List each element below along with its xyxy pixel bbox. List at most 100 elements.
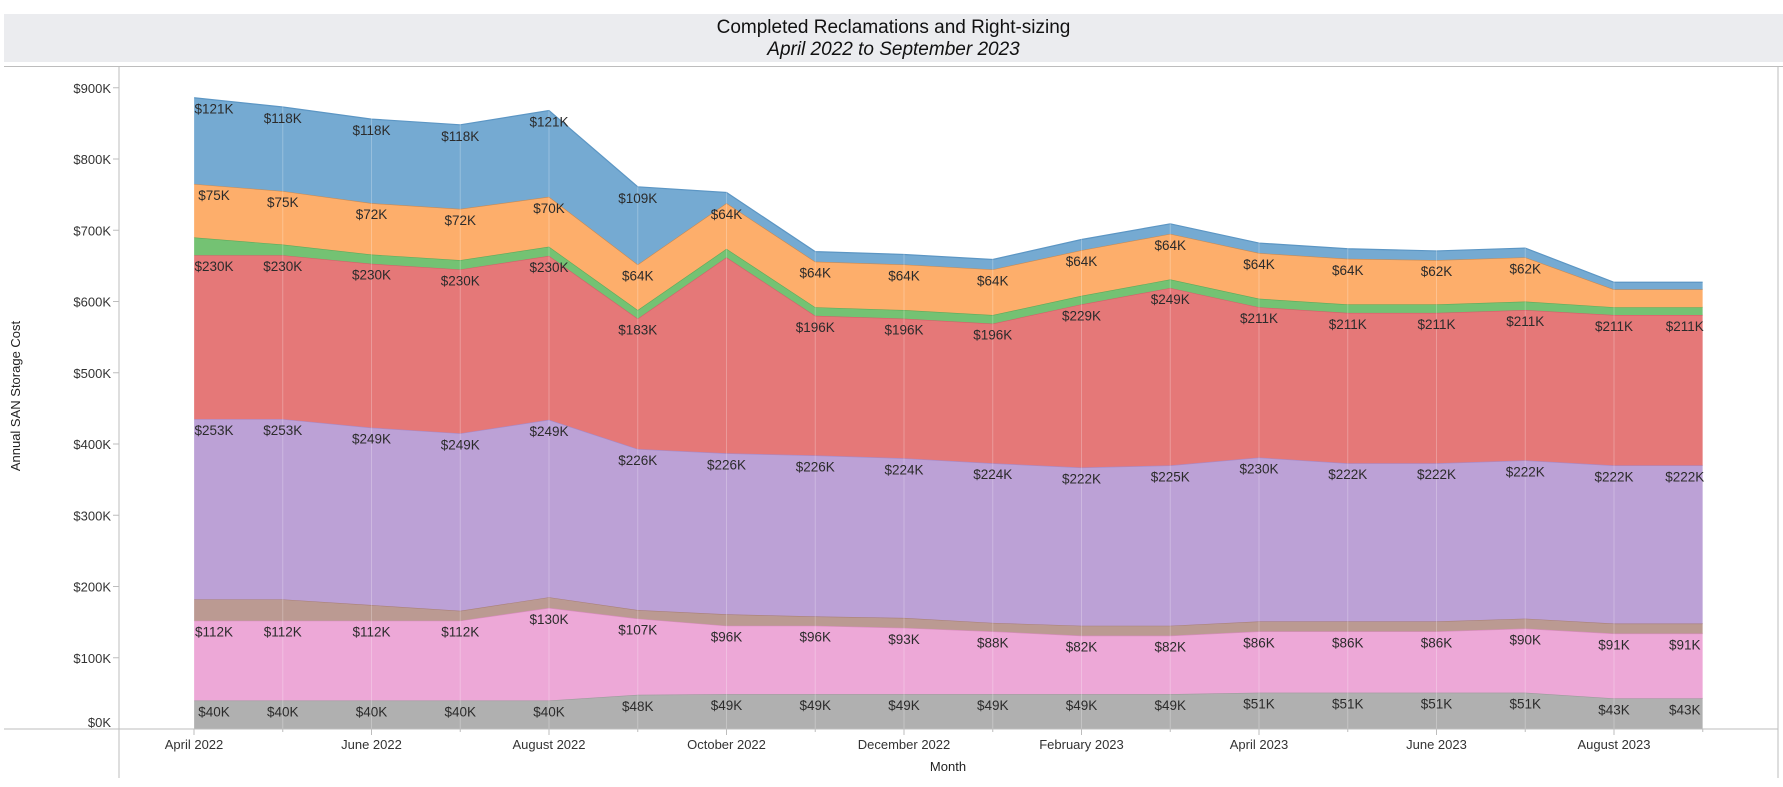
data-label: $62K xyxy=(1509,261,1541,276)
data-label: $64K xyxy=(1154,238,1186,253)
x-tick-label: December 2022 xyxy=(858,737,951,752)
data-label: $222K xyxy=(1062,472,1101,487)
y-tick-label: $0K xyxy=(88,715,111,730)
data-label: $49K xyxy=(799,698,831,713)
area-edge-series-8 xyxy=(193,97,1703,283)
data-label: $72K xyxy=(444,213,476,228)
data-label: $82K xyxy=(1154,640,1186,655)
data-label: $112K xyxy=(352,625,390,640)
x-tick-label: February 2023 xyxy=(1039,737,1124,752)
chart-title: Completed Reclamations and Right-sizing xyxy=(716,17,1071,38)
data-label: $118K xyxy=(264,111,302,126)
data-label: $249K xyxy=(529,424,568,439)
data-label: $230K xyxy=(1239,462,1278,477)
data-label: $40K xyxy=(356,705,388,720)
chart-title-band: Completed Reclamations and Right-sizing … xyxy=(4,14,1783,62)
data-label: $121K xyxy=(194,102,233,117)
axes xyxy=(4,67,1779,778)
data-label: $86K xyxy=(1421,635,1453,650)
area-series-4 xyxy=(194,419,1703,626)
data-label: $49K xyxy=(1066,698,1098,713)
data-label: $211K xyxy=(1329,317,1367,332)
data-label: $40K xyxy=(198,705,230,720)
data-label: $118K xyxy=(352,123,390,138)
area-series-3 xyxy=(194,597,1703,636)
data-label: $64K xyxy=(1332,263,1364,278)
data-label: $96K xyxy=(799,630,831,645)
data-labels: $40K $40K $40K $40K $40K $48K $49K $49K $49K $49K… xyxy=(194,102,1704,720)
chart-subtitle: April 2022 to September 2023 xyxy=(767,39,1020,60)
areas xyxy=(193,67,1704,729)
data-label: $196K xyxy=(796,320,835,335)
x-tick-label: June 2022 xyxy=(341,737,402,752)
data-label: $62K xyxy=(1421,264,1453,279)
area-edge-series-7 xyxy=(193,183,1703,290)
data-label: $109K xyxy=(618,191,657,206)
data-label: $211K xyxy=(1417,317,1455,332)
data-label: $86K xyxy=(1332,635,1364,650)
data-label: $230K xyxy=(441,273,480,288)
data-label: $82K xyxy=(1066,640,1098,655)
area-series-8 xyxy=(194,97,1703,290)
title-separator xyxy=(4,66,1783,67)
data-label: $40K xyxy=(267,705,299,720)
x-tick-label: June 2023 xyxy=(1406,737,1467,752)
data-label: $196K xyxy=(884,323,923,338)
data-label: $64K xyxy=(1243,257,1275,272)
data-label: $249K xyxy=(352,432,391,447)
data-label: $226K xyxy=(618,453,657,468)
data-label: $72K xyxy=(356,207,388,222)
area-series-7 xyxy=(194,183,1703,316)
data-label: $249K xyxy=(1151,292,1190,307)
data-label: $226K xyxy=(796,459,835,474)
data-label: $222K xyxy=(1417,467,1456,482)
data-label: $40K xyxy=(533,705,565,720)
data-label: $51K xyxy=(1243,697,1275,712)
data-label: $64K xyxy=(1066,254,1098,269)
x-tick-label: April 2023 xyxy=(1230,737,1289,752)
data-label: $112K xyxy=(264,625,302,640)
data-label: $88K xyxy=(977,635,1009,650)
data-label: $211K xyxy=(1240,311,1278,326)
area-series-2 xyxy=(194,607,1703,701)
data-label: $49K xyxy=(711,698,743,713)
y-tick-label: $900K xyxy=(73,81,111,96)
data-label: $253K xyxy=(194,423,233,438)
data-label: $112K xyxy=(441,625,479,640)
x-tick-label: October 2022 xyxy=(687,737,766,752)
data-label: $51K xyxy=(1332,697,1364,712)
y-ticks: $0K $100K $200K $300K $400K $500K $600K $700K $8… xyxy=(73,81,119,730)
data-label: $230K xyxy=(529,260,568,275)
data-label: $96K xyxy=(711,630,743,645)
data-label: $211K xyxy=(1506,314,1544,329)
data-label: $64K xyxy=(622,268,654,283)
data-label: $86K xyxy=(1243,635,1275,650)
x-tick-label: April 2022 xyxy=(165,737,224,752)
area-series-1 xyxy=(194,692,1703,729)
data-label: $112K xyxy=(195,625,233,640)
y-tick-label: $200K xyxy=(73,580,111,595)
data-label: $75K xyxy=(198,188,230,203)
y-tick-label: $600K xyxy=(73,295,111,310)
x-tick-label: August 2023 xyxy=(1577,737,1650,752)
x-axis-title: Month xyxy=(930,759,966,774)
data-label: $40K xyxy=(444,705,476,720)
data-label: $49K xyxy=(977,698,1009,713)
data-label: $90K xyxy=(1509,633,1541,648)
data-label: $229K xyxy=(1062,308,1101,323)
data-label: $93K xyxy=(888,632,920,647)
data-label: $222K xyxy=(1594,469,1633,484)
data-label: $43K xyxy=(1598,702,1630,717)
y-tick-label: $100K xyxy=(73,651,111,666)
data-label: $130K xyxy=(529,612,568,627)
data-label: $224K xyxy=(973,467,1012,482)
data-label: $196K xyxy=(973,328,1012,343)
x-ticks: April 2022 June 2022 August 2022 October 20… xyxy=(165,729,1704,752)
y-axis-title: Annual SAN Storage Cost xyxy=(8,320,23,471)
data-label: $230K xyxy=(352,268,391,283)
data-label: $222K xyxy=(1665,469,1704,484)
area-series-5 xyxy=(194,255,1703,468)
data-label: $49K xyxy=(1154,698,1186,713)
data-label: $64K xyxy=(799,266,831,281)
